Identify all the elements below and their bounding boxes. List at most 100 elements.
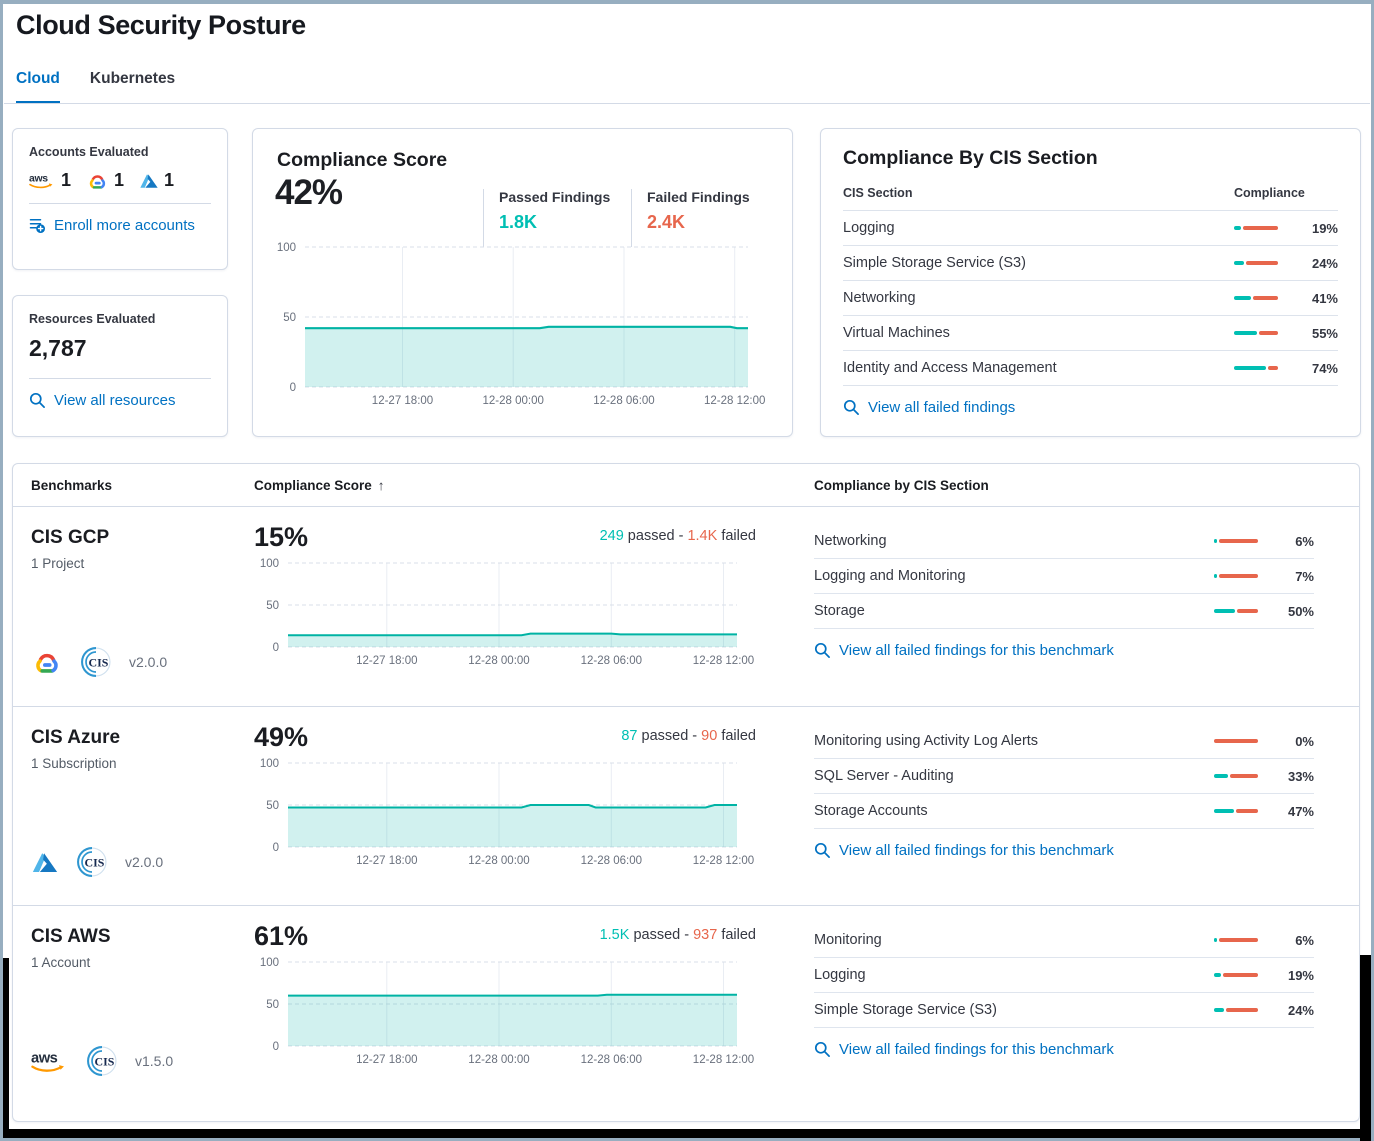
compliance-ratio-bar [1214, 539, 1258, 543]
cis-section-row-networking: Networking 41% [843, 280, 1338, 315]
cis-section-compliance-pct: 19% [1287, 967, 1314, 983]
cis-section-name: SQL Server - Auditing [814, 768, 954, 784]
benchmark-passed-count[interactable]: 1.5K [599, 927, 630, 943]
search-icon [814, 642, 831, 659]
provider-account-count: 1 [61, 170, 72, 190]
benchmark-failed-count[interactable]: 937 [693, 927, 718, 943]
screenshot-black-artifact [3, 1129, 1371, 1138]
divider [29, 378, 211, 379]
screenshot-black-artifact [1360, 955, 1371, 1141]
benchmark-subtitle: 1 Subscription [31, 756, 117, 771]
failed-findings-value[interactable]: 2.4K [647, 212, 686, 232]
compliance-score-column-header[interactable]: Compliance Score ↑ [254, 477, 385, 493]
compliance-ratio-bar [1234, 226, 1278, 230]
passed-findings-label: Passed Findings [499, 189, 611, 205]
benchmark-cis-sections: Monitoring using Activity Log Alerts 0% SQ… [814, 707, 1359, 829]
passed-bar-segment [1214, 609, 1235, 613]
compliance-ratio-bar [1234, 261, 1278, 265]
passed-bar-segment [1234, 366, 1266, 370]
benchmark-failed-count[interactable]: 1.4K [687, 528, 718, 544]
benchmark-info-cell: CIS Azure 1 Subscription CIS v2.0.0 [13, 707, 254, 905]
benchmark-score-value: 61% [254, 921, 309, 951]
tabs: Cloud Kubernetes [16, 70, 175, 104]
view-all-failed-findings-link[interactable]: View all failed findings [843, 399, 1338, 416]
cis-section-row-monitoring-using-activity-log-alerts: Monitoring using Activity Log Alerts 0% [814, 724, 1314, 759]
benchmark-logos: CIS v2.0.0 [31, 845, 163, 879]
svg-text:0: 0 [273, 842, 279, 854]
enroll-more-accounts-link[interactable]: Enroll more accounts [29, 217, 211, 234]
svg-text:12-27 18:00: 12-27 18:00 [356, 1054, 417, 1066]
cis-section-row-storage-accounts: Storage Accounts 47% [814, 794, 1314, 829]
aws-logo-icon: aws [31, 1049, 69, 1073]
benchmark-score-value: 15% [254, 522, 309, 552]
svg-text:aws: aws [31, 1050, 58, 1066]
compliance-ratio-bar [1234, 331, 1278, 335]
benchmarks-table-card: Benchmarks Compliance Score ↑ Compliance … [12, 463, 1360, 1122]
benchmark-failed-count[interactable]: 90 [701, 728, 718, 744]
svg-text:0: 0 [290, 382, 296, 394]
benchmark-passed-count[interactable]: 249 [599, 528, 624, 544]
failed-bar-segment [1219, 539, 1258, 543]
cis-section-column-header: CIS Section [843, 186, 913, 200]
benchmark-rows: CIS GCP 1 Project CIS v2.0.0 15% 249 passed … [13, 507, 1359, 1121]
benchmark-failed-word: failed [717, 927, 756, 943]
compliance-by-cis-section-card: Compliance By CIS Section CIS Section Co… [820, 128, 1361, 437]
benchmark-version: v1.5.0 [135, 1053, 174, 1069]
cis-section-compliance-pct: 74% [1311, 360, 1338, 376]
compliance-by-cis-section-column-header: Compliance by CIS Section [814, 477, 989, 493]
cis-section-name: Identity and Access Management [843, 360, 1057, 376]
svg-text:12-28 12:00: 12-28 12:00 [693, 1054, 754, 1066]
failed-findings-block: Failed Findings 2.4K [631, 189, 750, 247]
resources-evaluated-title: Resources Evaluated [29, 312, 156, 326]
cis-section-row-virtual-machines: Virtual Machines 55% [843, 315, 1338, 350]
tab-kubernetes[interactable]: Kubernetes [89, 70, 176, 87]
svg-text:12-28 06:00: 12-28 06:00 [581, 1054, 642, 1066]
azure-logo-icon [139, 173, 159, 189]
passed-findings-value[interactable]: 1.8K [499, 212, 538, 232]
link-label: View all failed findings for this benchm… [839, 842, 1114, 859]
benchmark-passed-word: passed - [637, 728, 702, 744]
gcp-logo-icon [86, 172, 109, 190]
cis-section-compliance-pct: 6% [1295, 533, 1314, 549]
accounts-provider-counts: aws 1 1 1 [29, 170, 211, 191]
svg-text:100: 100 [260, 758, 279, 770]
page-title: Cloud Security Posture [16, 10, 306, 40]
svg-text:CIS: CIS [95, 1055, 115, 1069]
tab-cloud[interactable]: Cloud [16, 70, 60, 104]
view-failed-findings-benchmark-link[interactable]: View all failed findings for this benchm… [814, 642, 1359, 659]
view-all-resources-link[interactable]: View all resources [29, 392, 211, 409]
view-failed-findings-benchmark-link[interactable]: View all failed findings for this benchm… [814, 842, 1359, 859]
svg-text:12-27 18:00: 12-27 18:00 [356, 855, 417, 867]
svg-text:12-28 00:00: 12-28 00:00 [483, 395, 544, 407]
cis_gcp-area-chart: 0 50 100 12-27 18:00 12-28 00:00 12-28 06:00 1… [260, 558, 754, 667]
svg-text:12-28 06:00: 12-28 06:00 [581, 655, 642, 667]
benchmarks-column-header: Benchmarks [31, 477, 113, 493]
cis-section-compliance-pct: 47% [1287, 803, 1314, 819]
cis-section-rows: Logging 19% Simple Storage Service (S3) 24%… [843, 210, 1338, 386]
cis-section-compliance-pct: 24% [1287, 1002, 1314, 1018]
cis-section-row-monitoring: Monitoring 6% [814, 923, 1314, 958]
benchmark-info-cell: CIS AWS 1 Account aws CIS v1.5.0 [13, 906, 254, 1121]
benchmark-score-cell: 61% 1.5K passed - 937 failed 0 50 100 12-27 1… [254, 906, 814, 1121]
benchmark-passed-count[interactable]: 87 [621, 728, 638, 744]
cis-section-compliance-pct: 33% [1287, 768, 1314, 784]
cis-logo-icon: CIS [79, 645, 113, 679]
failed-bar-segment [1236, 809, 1258, 813]
compliance-score-title: Compliance Score [277, 149, 448, 171]
benchmark-version: v2.0.0 [125, 854, 164, 870]
compliance-score-trend-chart: 0 50 100 12-27 18:00 12-28 00:00 12-28 06:00 1… [269, 241, 774, 413]
failed-bar-segment [1237, 609, 1258, 613]
failed-bar-segment [1219, 938, 1258, 942]
cis-section-name: Monitoring [814, 932, 882, 948]
accounts-evaluated-card: Accounts Evaluated aws 1 1 1 Enroll more… [12, 128, 228, 270]
cis-section-name: Logging and Monitoring [814, 568, 966, 584]
cis_aws-area-chart: 0 50 100 12-27 18:00 12-28 00:00 12-28 06:00 1… [260, 957, 754, 1066]
passed-bar-segment [1214, 574, 1217, 578]
cis-section-row-simple-storage-service-s3-: Simple Storage Service (S3) 24% [814, 993, 1314, 1028]
view-failed-findings-benchmark-link[interactable]: View all failed findings for this benchm… [814, 1041, 1359, 1058]
svg-text:aws: aws [29, 174, 48, 185]
cis-section-compliance-pct: 19% [1311, 220, 1338, 236]
compliance-ratio-bar [1214, 739, 1258, 743]
cis-section-name: Storage [814, 603, 865, 619]
search-icon [843, 399, 860, 416]
